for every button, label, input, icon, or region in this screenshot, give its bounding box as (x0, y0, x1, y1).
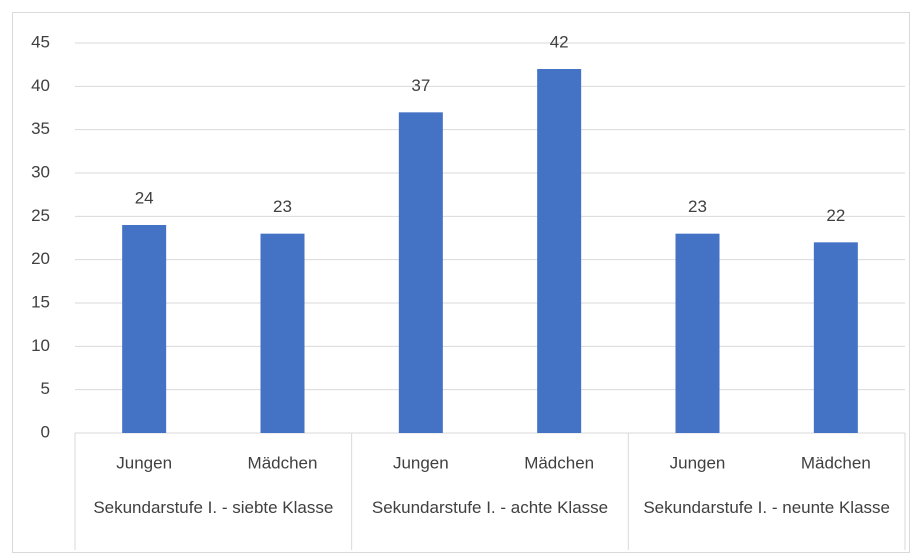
y-tick-label: 5 (41, 379, 50, 398)
y-tick-label: 0 (41, 422, 50, 441)
group-label: Sekundarstufe I. - achte Klasse (371, 498, 609, 517)
bar (398, 112, 443, 433)
bar (675, 233, 720, 433)
y-tick-label: 15 (31, 292, 50, 311)
group-label: Sekundarstufe I. - siebte Klasse (93, 498, 334, 517)
bar (813, 242, 858, 433)
bar (122, 225, 167, 433)
x-tick-label: Mädchen (801, 453, 871, 472)
data-label: 23 (273, 197, 292, 216)
x-tick-label: Mädchen (248, 453, 318, 472)
y-tick-label: 45 (31, 32, 50, 51)
data-label: 24 (135, 188, 154, 207)
y-tick-label: 25 (31, 206, 50, 225)
group-label: Sekundarstufe I. - neunte Klasse (643, 498, 890, 517)
data-label: 37 (411, 76, 430, 95)
x-tick-label: Mädchen (524, 453, 594, 472)
group-label-box: Sekundarstufe I. - neunte Klasse (643, 498, 890, 517)
y-tick-label: 40 (31, 76, 50, 95)
bar (260, 233, 305, 433)
y-tick-label: 20 (31, 249, 50, 268)
data-label: 22 (826, 206, 845, 225)
group-label-box: Sekundarstufe I. - siebte Klasse (93, 498, 334, 517)
x-tick-label: Jungen (116, 453, 172, 472)
data-label: 42 (550, 32, 569, 51)
y-tick-label: 35 (31, 119, 50, 138)
data-label: 23 (688, 197, 707, 216)
y-tick-label: 30 (31, 162, 50, 181)
x-tick-label: Jungen (670, 453, 726, 472)
bar (537, 69, 582, 433)
group-label-box: Sekundarstufe I. - achte Klasse (371, 498, 609, 517)
x-tick-label: Jungen (393, 453, 449, 472)
y-tick-label: 10 (31, 336, 50, 355)
